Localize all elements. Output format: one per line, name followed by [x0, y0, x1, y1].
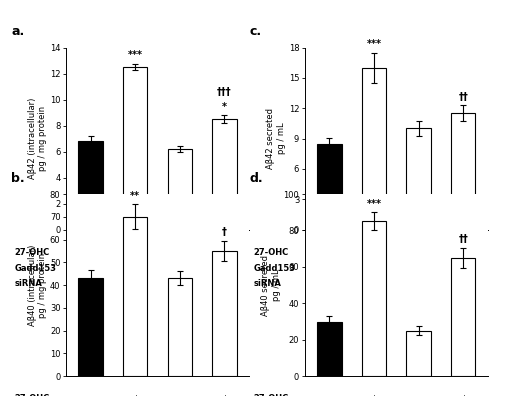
Text: –: –	[327, 264, 331, 273]
Text: –: –	[327, 248, 331, 257]
Text: –: –	[133, 264, 137, 273]
Text: +: +	[221, 264, 228, 273]
Bar	[78, 278, 103, 376]
Text: *: *	[222, 101, 227, 112]
Text: +: +	[460, 248, 466, 257]
Text: +: +	[460, 394, 466, 396]
Text: †: †	[222, 227, 227, 237]
Text: +: +	[370, 248, 377, 257]
Text: 27-OHC: 27-OHC	[15, 248, 50, 257]
Text: siRNA: siRNA	[253, 279, 281, 288]
Text: –: –	[88, 248, 92, 257]
Y-axis label: Aβ42 (intracellular)
pg / mg protein: Aβ42 (intracellular) pg / mg protein	[28, 98, 47, 179]
Text: +: +	[415, 264, 422, 273]
Text: ††: ††	[458, 91, 468, 101]
Bar	[406, 128, 431, 230]
Bar	[362, 68, 386, 230]
Bar	[451, 258, 475, 376]
Text: ***: ***	[128, 50, 143, 60]
Text: +: +	[132, 248, 139, 257]
Text: b.: b.	[11, 172, 25, 185]
Text: Gadd153: Gadd153	[253, 264, 296, 273]
Text: +: +	[460, 264, 466, 273]
Text: –: –	[178, 248, 182, 257]
Text: –: –	[88, 394, 92, 396]
Text: –: –	[372, 264, 376, 273]
Text: +: +	[221, 394, 228, 396]
Bar	[212, 251, 237, 376]
Text: 27-OHC: 27-OHC	[253, 248, 289, 257]
Bar	[317, 144, 341, 230]
Y-axis label: Aβ42 secreted
pg / mL: Aβ42 secreted pg / mL	[266, 108, 286, 169]
Text: 27-OHC: 27-OHC	[15, 394, 50, 396]
Bar	[123, 67, 147, 230]
Text: **: **	[130, 190, 140, 201]
Bar	[317, 322, 341, 376]
Text: –: –	[327, 394, 331, 396]
Text: –: –	[417, 248, 421, 257]
Text: a.: a.	[11, 25, 24, 38]
Text: ***: ***	[366, 199, 382, 209]
Bar	[212, 119, 237, 230]
Y-axis label: Aβ40 (intracellular)
pg / mg protein: Aβ40 (intracellular) pg / mg protein	[27, 244, 47, 326]
Text: +: +	[370, 394, 377, 396]
Text: Gadd153: Gadd153	[15, 264, 57, 273]
Bar	[168, 278, 192, 376]
Text: –: –	[417, 394, 421, 396]
Bar	[168, 149, 192, 230]
Y-axis label: Aβ40 secreted
pg / mL: Aβ40 secreted pg / mL	[261, 255, 281, 316]
Bar	[451, 113, 475, 230]
Text: –: –	[88, 264, 92, 273]
Text: siRNA: siRNA	[15, 279, 43, 288]
Bar	[78, 141, 103, 230]
Bar	[123, 217, 147, 376]
Text: c.: c.	[250, 25, 262, 38]
Text: +: +	[132, 394, 139, 396]
Text: –: –	[178, 394, 182, 396]
Text: +: +	[221, 248, 228, 257]
Text: †††: †††	[217, 87, 232, 97]
Text: d.: d.	[250, 172, 264, 185]
Bar	[406, 331, 431, 376]
Text: 27-OHC: 27-OHC	[253, 394, 289, 396]
Bar	[362, 221, 386, 376]
Text: ††: ††	[458, 234, 468, 244]
Text: +: +	[176, 264, 183, 273]
Text: ***: ***	[366, 39, 382, 49]
